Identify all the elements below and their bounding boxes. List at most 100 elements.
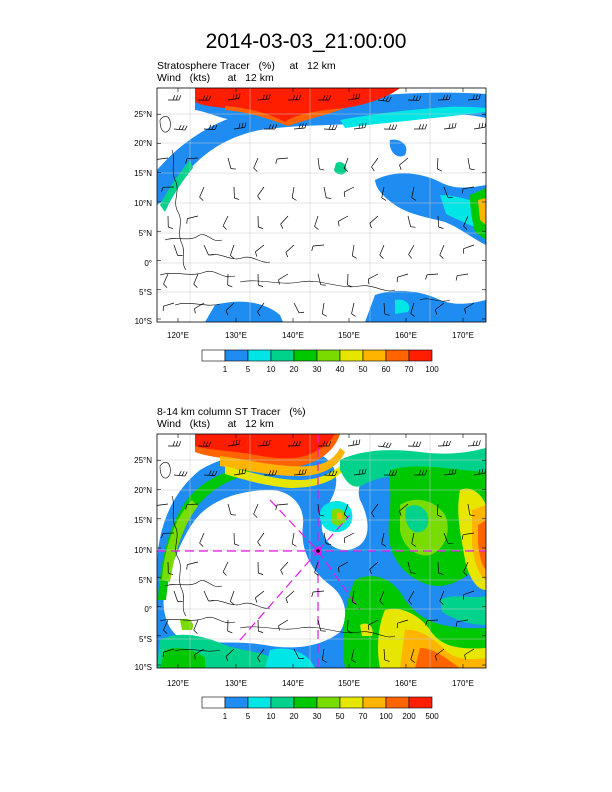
colorbar-swatch bbox=[270, 349, 295, 362]
wind-barb bbox=[233, 532, 240, 546]
wind-barb bbox=[371, 503, 379, 518]
panel1-colorbar: 1 5 10 20 30 40 50 60 70 100 bbox=[201, 349, 439, 374]
wind-barb bbox=[317, 619, 326, 632]
wind-barb bbox=[173, 470, 188, 477]
colorbar-swatch bbox=[270, 696, 295, 709]
wind-barb bbox=[467, 503, 475, 517]
wind-barb bbox=[275, 503, 289, 510]
wind-barb bbox=[461, 532, 475, 540]
colorbar-label: 500 bbox=[425, 712, 439, 721]
wind-barb bbox=[323, 532, 332, 545]
wind-barb bbox=[367, 619, 379, 631]
wind-barb bbox=[436, 503, 442, 518]
wind-barb bbox=[437, 561, 444, 575]
colorbar-swatch bbox=[293, 349, 318, 362]
colorbar-swatch bbox=[224, 349, 249, 362]
wind-barb bbox=[185, 157, 199, 164]
panel2-title-line2: Wind (kts) at 12 km bbox=[157, 418, 274, 430]
wind-barb bbox=[287, 94, 302, 101]
colorbar-label: 1 bbox=[223, 712, 228, 721]
panel1-lon-label: 120°E bbox=[167, 331, 189, 340]
colorbar-swatch bbox=[316, 349, 341, 362]
panel2-colorbar: 1 5 10 20 30 50 70 100 200 500 bbox=[201, 696, 439, 721]
wind-barb bbox=[161, 532, 175, 539]
wind-barb bbox=[343, 532, 355, 544]
wind-barb bbox=[347, 619, 353, 634]
colorbar-swatch bbox=[339, 349, 364, 362]
wind-barb bbox=[203, 124, 218, 130]
wind-barb bbox=[367, 273, 379, 285]
colorbar-label: 100 bbox=[425, 365, 439, 374]
wind-barb bbox=[455, 273, 469, 281]
panel2-lat-label: 0° bbox=[144, 605, 152, 614]
wind-barb bbox=[257, 648, 265, 663]
wind-barb bbox=[311, 590, 325, 597]
colorbar-label: 20 bbox=[290, 712, 299, 721]
colorbar-label: 5 bbox=[246, 365, 251, 374]
wind-barb bbox=[437, 94, 451, 101]
panel2-title: 8-14 km column ST Tracer (%) Wind (kts) … bbox=[157, 406, 306, 430]
wind-barb bbox=[383, 470, 398, 476]
wind-barb bbox=[227, 619, 233, 634]
wind-barb bbox=[157, 503, 169, 508]
wind-barb bbox=[173, 244, 183, 256]
wind-barb bbox=[379, 244, 385, 259]
wind-barb bbox=[222, 215, 229, 230]
wind-barb bbox=[203, 244, 214, 256]
colorbar-label: 30 bbox=[313, 365, 322, 374]
wind-barb bbox=[257, 94, 271, 101]
wind-barb bbox=[323, 124, 338, 131]
wind-barb bbox=[173, 124, 188, 131]
colorbar-label: 70 bbox=[359, 712, 368, 721]
colorbar-swatch bbox=[362, 349, 387, 362]
colorbar-label: 60 bbox=[382, 365, 391, 374]
wind-barb bbox=[463, 590, 475, 600]
wind-barb bbox=[225, 302, 235, 316]
wind-barb bbox=[347, 273, 353, 288]
wind-barb bbox=[377, 96, 392, 102]
wind-barb bbox=[257, 619, 264, 633]
colorbar-swatch bbox=[247, 349, 272, 362]
wind-barb bbox=[253, 503, 259, 518]
wind-barb bbox=[323, 470, 338, 477]
wind-barb bbox=[225, 648, 235, 662]
panel1-lat-label: 25°N bbox=[134, 110, 152, 119]
panel2-lon-label: 150°E bbox=[338, 679, 360, 688]
wind-barb bbox=[293, 648, 305, 660]
panel2-lon-label: 160°E bbox=[395, 679, 417, 688]
panel1-map: 25°N 20°N 15°N 10°N 5°N 0° 5°S 10°S 120°… bbox=[134, 87, 487, 340]
wind-barb bbox=[321, 648, 327, 663]
colorbar-swatch bbox=[339, 696, 364, 709]
wind-barb bbox=[407, 561, 416, 574]
panel2-lon-label: 130°E bbox=[225, 679, 247, 688]
wind-barb bbox=[407, 215, 416, 228]
wind-barb bbox=[257, 532, 265, 547]
wind-barb bbox=[193, 619, 199, 634]
wind-barb bbox=[443, 122, 457, 130]
wind-barb bbox=[407, 441, 422, 447]
colorbar-label: 70 bbox=[405, 365, 414, 374]
panel1-lat-label: 0° bbox=[144, 259, 152, 268]
wind-barb bbox=[199, 532, 205, 547]
panel1-lat-label: 20°N bbox=[134, 139, 152, 148]
wind-barb bbox=[186, 561, 199, 570]
wind-barb bbox=[434, 648, 445, 661]
colorbar-swatch bbox=[247, 696, 272, 709]
wind-barb bbox=[347, 439, 361, 447]
wind-barb bbox=[230, 590, 235, 605]
panel1-lat-label: 10°S bbox=[135, 317, 152, 326]
wind-barb bbox=[343, 186, 355, 198]
wind-barb bbox=[321, 302, 327, 317]
wind-barb bbox=[437, 440, 451, 447]
panel1-map-border bbox=[156, 87, 487, 323]
wind-barb bbox=[314, 561, 319, 576]
wind-barb bbox=[275, 157, 289, 164]
panel1-lon-label: 130°E bbox=[225, 331, 247, 340]
wind-barb bbox=[255, 244, 265, 257]
wind-barb bbox=[257, 273, 264, 287]
colorbar-label: 10 bbox=[267, 712, 276, 721]
wind-barb bbox=[227, 157, 236, 170]
wind-barb bbox=[383, 648, 390, 662]
panel1-lat-label: 5°N bbox=[139, 229, 153, 238]
